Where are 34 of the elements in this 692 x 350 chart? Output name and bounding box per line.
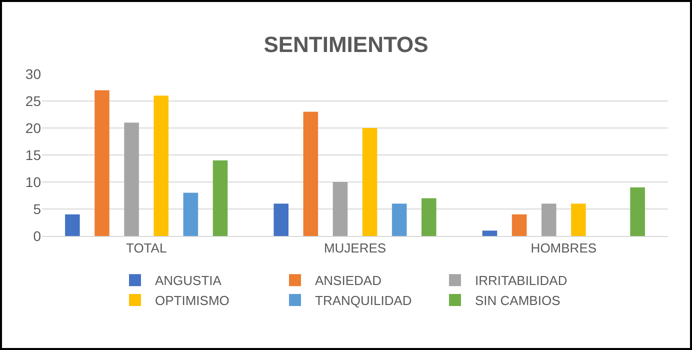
bar: [542, 204, 556, 236]
bar: [124, 122, 139, 236]
x-tick-label: MUJERES: [324, 240, 386, 256]
bar: [571, 204, 586, 236]
bar: [482, 230, 498, 236]
legend-label: ANSIEDAD: [315, 273, 382, 288]
y-tick-label: 5: [33, 200, 42, 217]
x-tick-label: TOTAL: [126, 240, 167, 256]
y-tick-label: 0: [33, 228, 42, 244]
bar: [332, 182, 348, 236]
y-tick-label: 20: [25, 120, 42, 136]
y-tick-label: 15: [25, 146, 42, 163]
bar: [183, 192, 198, 236]
chart-title: SENTIMIENTOS: [264, 32, 428, 57]
legend-label: OPTIMISMO: [155, 293, 230, 308]
bar: [392, 204, 407, 236]
bar: [303, 112, 318, 236]
legend-label: IRRITABILIDAD: [475, 273, 568, 288]
y-tick-label: 30: [25, 66, 42, 82]
bar: [274, 204, 288, 236]
bar: [362, 128, 378, 236]
bar: [512, 214, 527, 236]
x-tick-label: HOMBRES: [530, 240, 597, 256]
y-tick-label: 25: [25, 92, 42, 109]
bar: [154, 96, 168, 236]
y-tick-label: 10: [25, 174, 42, 190]
bar: [422, 198, 436, 236]
bar: [630, 187, 645, 236]
bar: [65, 214, 80, 236]
bar: [94, 90, 110, 236]
legend-label: ANGUSTIA: [155, 273, 222, 288]
legend-label: TRANQUILIDAD: [315, 293, 412, 308]
legend-label: SIN CAMBIOS: [475, 293, 561, 308]
bar: [212, 160, 228, 236]
